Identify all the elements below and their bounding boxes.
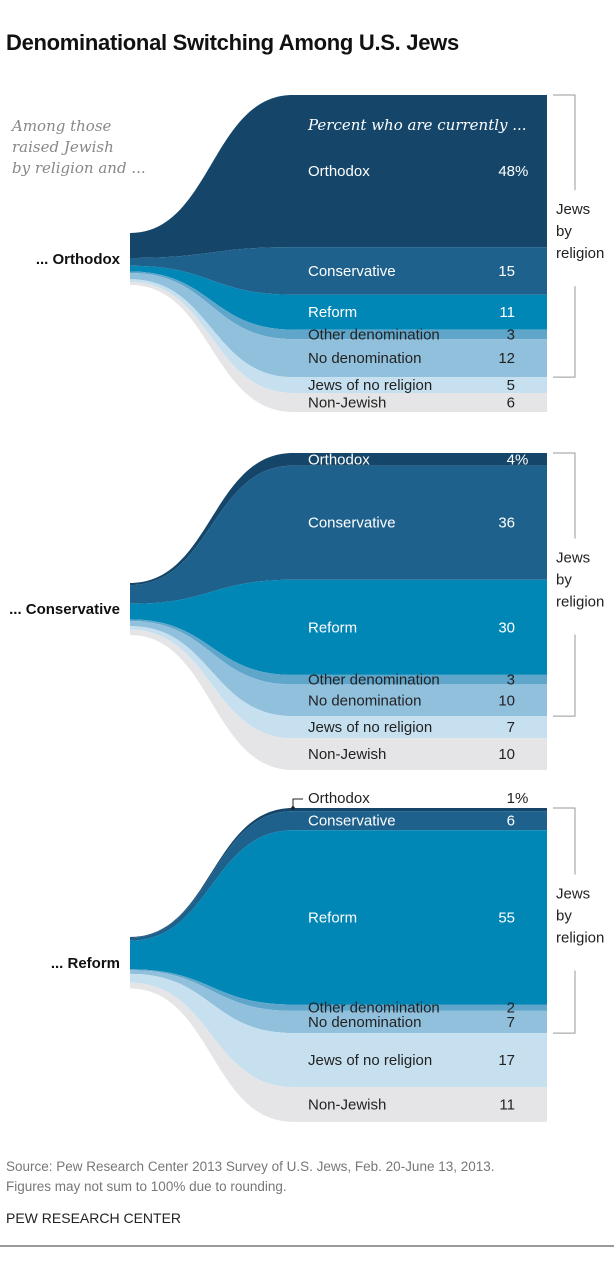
flow-band-other-denomination [130, 969, 547, 1011]
intro-line: raised Jewish [12, 138, 114, 156]
flow-band-no-denomination [130, 273, 547, 378]
origin-label: ... Conservative [9, 601, 120, 618]
flow-band-non-jewish [130, 281, 547, 412]
category-label: Reform [308, 909, 357, 926]
flow-band-no-denomination [130, 620, 547, 717]
value-label: 2 [507, 1000, 515, 1017]
bracket-label: religion [556, 245, 604, 262]
category-label: No denomination [308, 350, 421, 367]
bracket [553, 807, 576, 1034]
leader-dot [291, 806, 295, 810]
flow-band-conservative [130, 465, 547, 604]
category-label: Non-Jewish [308, 1096, 386, 1113]
category-label: Orthodox [308, 163, 370, 180]
category-label: Other denomination [308, 326, 440, 343]
bracket [553, 452, 576, 717]
intro-line: Among those [10, 117, 112, 135]
flow-band-orthodox [130, 453, 547, 586]
flow-band-conservative [130, 247, 547, 295]
value-label: 15 [498, 263, 515, 280]
value-label: 10 [498, 746, 515, 763]
flow-band-other-denomination [130, 271, 547, 340]
origin-label: ... Reform [51, 955, 120, 972]
value-label: 12 [498, 350, 515, 367]
bracket-label: religion [556, 594, 604, 611]
flow-band-reform [130, 830, 547, 1005]
value-label: 4 [507, 451, 515, 468]
origin-label: ... Orthodox [36, 251, 121, 268]
sankey-chart: Among those raised Jewish by religion and … [9, 94, 604, 1122]
value-label: 7 [507, 719, 515, 736]
bracket-label: by [556, 572, 572, 589]
value-label: 7 [507, 1014, 515, 1031]
flow-band-reform [130, 579, 547, 675]
value-label: 11 [499, 1096, 515, 1113]
flow-band-no-denomination [130, 970, 547, 1034]
category-label: Jews of no religion [308, 377, 432, 394]
leader-line [292, 798, 303, 808]
category-label: Other denomination [308, 1000, 440, 1017]
source-note: Source: Pew Research Center 2013 Survey … [6, 1159, 495, 1174]
value-label: 3 [507, 326, 515, 343]
value-label: 36 [498, 515, 515, 532]
category-label: Reform [308, 304, 357, 321]
category-label: Conservative [308, 263, 396, 280]
header-label: Percent who are currently ... [307, 116, 527, 134]
percent-sign: % [515, 163, 528, 180]
value-label: 5 [507, 377, 515, 394]
flow-band-jews-of-no-religion [130, 626, 547, 739]
value-label: 30 [498, 619, 515, 636]
category-label: Conservative [308, 515, 396, 532]
category-label: Jews of no religion [308, 1052, 432, 1069]
category-label: Other denomination [308, 672, 440, 689]
flow-band-orthodox [130, 95, 547, 258]
category-label: No denomination [308, 692, 421, 709]
value-label: 17 [498, 1052, 515, 1069]
flow-band-jews-of-no-religion [130, 279, 547, 393]
bracket-label: Jews [556, 886, 590, 903]
value-label: 3 [507, 672, 515, 689]
flow-band-other-denomination [130, 619, 547, 685]
bracket-label: by [556, 223, 572, 240]
value-label: 6 [507, 394, 515, 411]
flow-band-jews-of-no-religion [130, 973, 547, 1087]
percent-sign: % [515, 451, 528, 468]
value-label: 1 [507, 790, 515, 807]
value-label: 48 [498, 163, 515, 180]
percent-sign: % [515, 790, 528, 807]
flow-band-reform [130, 265, 547, 330]
rounding-note: Figures may not sum to 100% due to round… [6, 1179, 287, 1194]
value-label: 6 [507, 813, 515, 830]
category-label: No denomination [308, 1014, 421, 1031]
chart-title: Denominational Switching Among U.S. Jews [6, 30, 459, 55]
value-label: 10 [498, 692, 515, 709]
bracket-label: by [556, 908, 572, 925]
flow-band-non-jewish [130, 982, 547, 1122]
footer-divider [0, 1245, 614, 1247]
category-label: Orthodox [308, 451, 370, 468]
category-label: Reform [308, 619, 357, 636]
value-label: 11 [499, 304, 515, 321]
flow-band-orthodox [130, 808, 547, 938]
category-label: Non-Jewish [308, 746, 386, 763]
bracket-label: religion [556, 930, 604, 947]
brand-label: PEW RESEARCH CENTER [6, 1210, 182, 1226]
category-label: Jews of no religion [308, 719, 432, 736]
flow-band-non-jewish [130, 629, 547, 770]
category-label: Orthodox [308, 790, 370, 807]
bracket [553, 94, 576, 378]
bracket-label: Jews [556, 550, 590, 567]
value-label: 55 [498, 909, 515, 926]
category-label: Conservative [308, 813, 396, 830]
flow-band-conservative [130, 811, 547, 941]
intro-line: by religion and ... [12, 159, 146, 177]
bracket-label: Jews [556, 201, 590, 218]
category-label: Non-Jewish [308, 394, 386, 411]
